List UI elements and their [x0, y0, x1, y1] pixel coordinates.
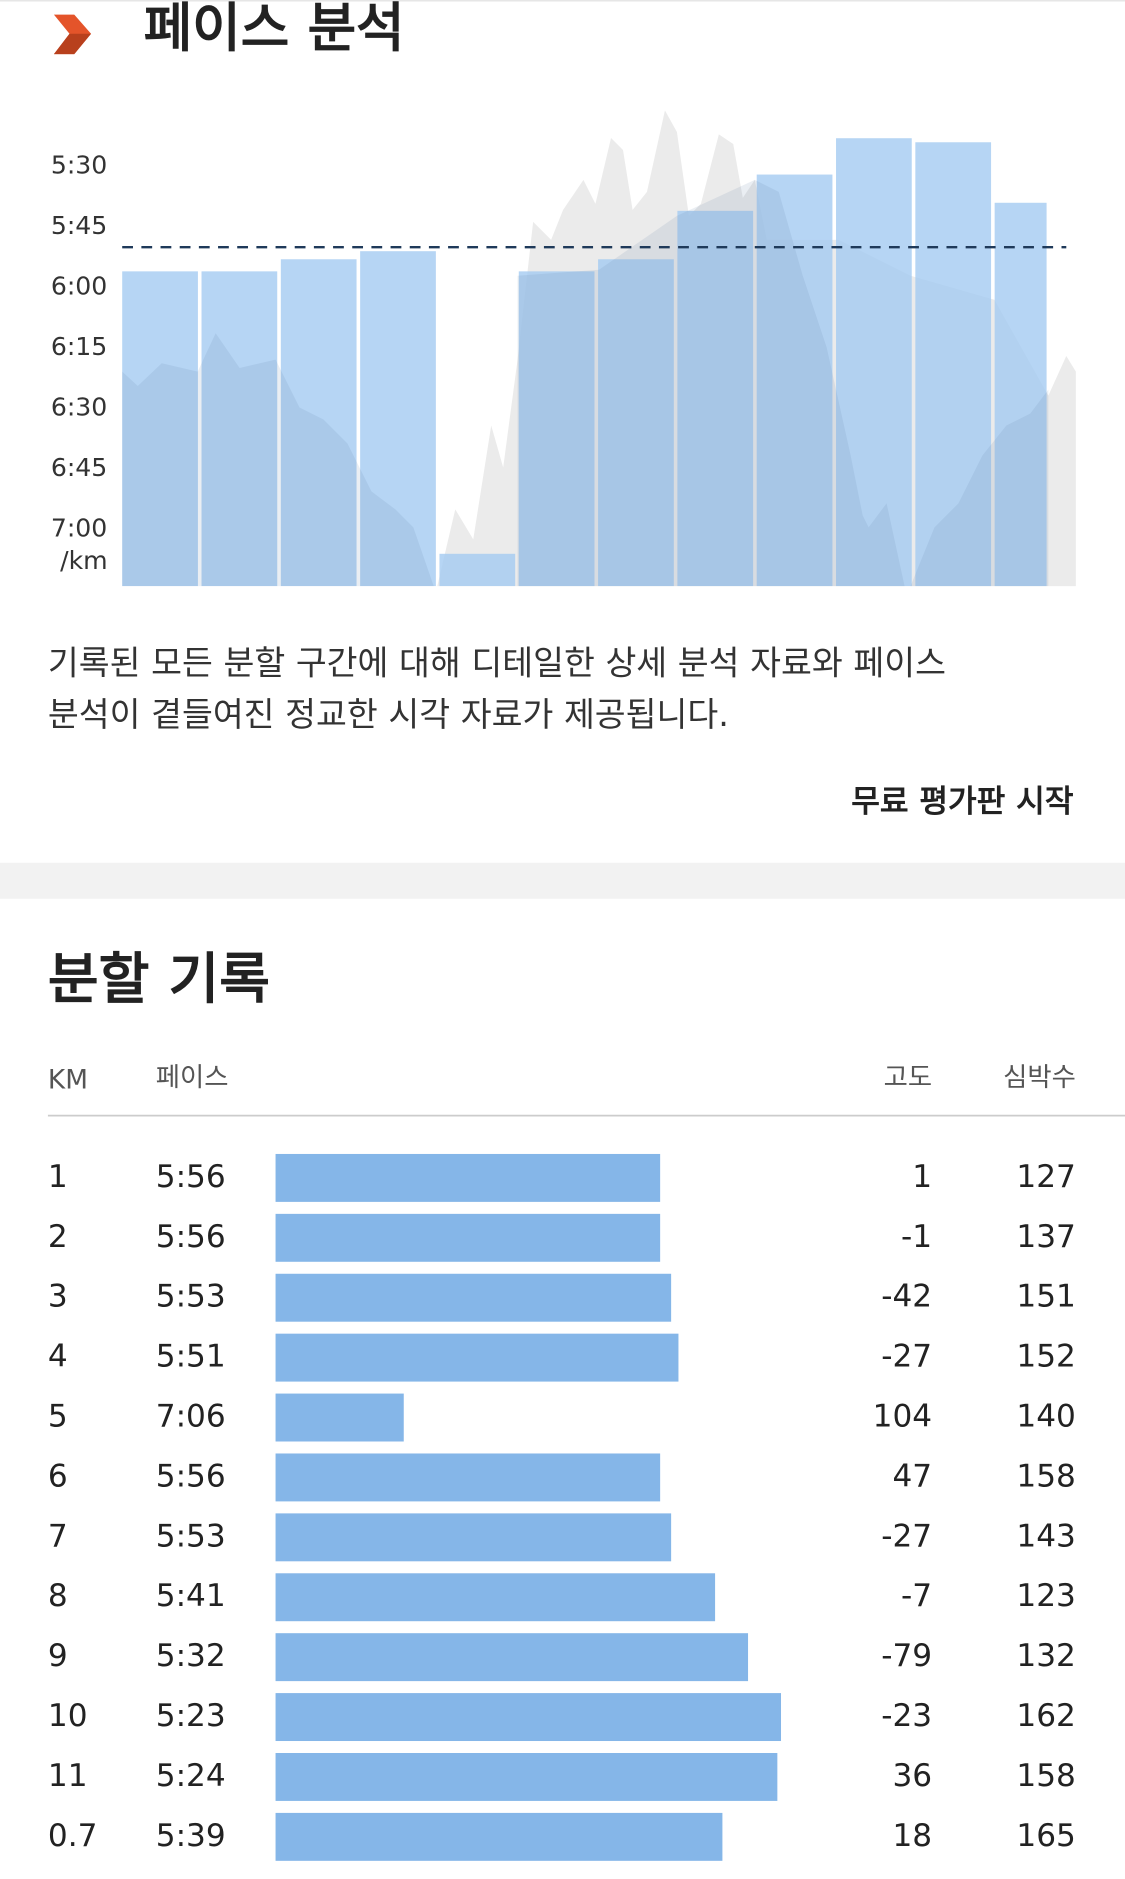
heart-rate-cell: 165: [1016, 1818, 1075, 1854]
elevation-cell: -1: [901, 1219, 932, 1255]
km-cell: 8: [48, 1578, 68, 1614]
pace-bar: [275, 1273, 672, 1322]
pace-bar: [275, 1393, 404, 1442]
pace-bar: [275, 1333, 679, 1382]
pace-bar: [275, 1153, 661, 1202]
heart-rate-cell: 152: [1016, 1339, 1075, 1375]
heart-rate-cell: 162: [1016, 1698, 1075, 1734]
heart-rate-cell: 137: [1016, 1219, 1075, 1255]
pace-bar: [677, 210, 754, 587]
pace-bar: [994, 202, 1047, 587]
km-cell: 6: [48, 1458, 68, 1494]
pace-bar: [598, 259, 674, 587]
heart-rate-cell: 158: [1016, 1758, 1075, 1794]
elevation-cell: -79: [881, 1638, 932, 1674]
elevation-cell: 18: [892, 1818, 932, 1854]
pace-cell: 5:51: [156, 1339, 226, 1375]
pace-cell: 5:23: [156, 1698, 226, 1734]
km-cell: 9: [48, 1638, 68, 1674]
pace-cell: 5:53: [156, 1518, 226, 1554]
elevation-cell: 104: [873, 1399, 932, 1435]
section-divider: [0, 862, 1125, 899]
km-cell: 11: [48, 1758, 88, 1794]
column-header: 심박수: [1003, 1063, 1076, 1093]
pace-bar: [439, 553, 516, 587]
pace-bar: [518, 271, 595, 587]
pace-cell: 5:41: [156, 1578, 226, 1614]
km-cell: 4: [48, 1339, 68, 1375]
heart-rate-cell: 132: [1016, 1638, 1075, 1674]
km-cell: 2: [48, 1219, 68, 1255]
trial-button[interactable]: 무료 평가판 시작: [851, 784, 1074, 820]
heart-rate-cell: 143: [1016, 1518, 1075, 1554]
column-header: KM: [48, 1065, 88, 1095]
elevation-cell: -27: [881, 1518, 932, 1554]
pace-cell: 5:24: [156, 1758, 226, 1794]
pace-bar: [275, 1752, 778, 1801]
km-cell: 7: [48, 1518, 68, 1554]
pace-bar: [275, 1633, 749, 1682]
column-header: 페이스: [156, 1063, 229, 1093]
pace-bar: [836, 138, 912, 587]
elevation-cell: -27: [881, 1339, 932, 1375]
heart-rate-cell: 123: [1016, 1578, 1075, 1614]
pace-bar: [915, 142, 992, 587]
km-cell: 1: [48, 1159, 68, 1195]
elevation-cell: 36: [892, 1758, 932, 1794]
y-tick-label: 6:15: [51, 332, 107, 361]
description-line: 분석이 곁들여진 정교한 시각 자료가 제공됩니다.: [48, 695, 729, 734]
section-title: 분할 기록: [48, 947, 270, 1011]
heart-rate-cell: 127: [1016, 1159, 1075, 1195]
y-tick-label: 5:30: [51, 150, 107, 179]
y-axis-label: /km: [60, 546, 108, 575]
km-cell: 10: [48, 1698, 88, 1734]
pace-bar: [201, 271, 278, 587]
pace-bar: [360, 251, 436, 587]
y-tick-label: 6:45: [51, 453, 107, 482]
pace-cell: 5:56: [156, 1159, 226, 1195]
pace-bar: [275, 1513, 672, 1562]
pace-cell: 7:06: [156, 1399, 226, 1435]
y-tick-label: 5:45: [51, 211, 107, 240]
logo-shade: [53, 33, 92, 55]
pace-cell: 5:56: [156, 1458, 226, 1494]
elevation-cell: 47: [892, 1458, 932, 1494]
y-tick-label: 7:00: [51, 514, 107, 543]
elevation-cell: 1: [912, 1159, 932, 1195]
pace-bar: [275, 1213, 661, 1262]
pace-bar: [280, 259, 357, 587]
pace-bar: [756, 174, 833, 587]
heart-rate-cell: 140: [1016, 1399, 1075, 1435]
pace-cell: 5:39: [156, 1818, 226, 1854]
y-tick-label: 6:00: [51, 272, 107, 301]
pace-bar: [122, 271, 198, 587]
km-cell: 0.7: [48, 1818, 98, 1854]
pace-cell: 5:53: [156, 1279, 226, 1315]
page-title: 페이스 분석: [144, 0, 405, 59]
heart-rate-area: [122, 179, 1049, 587]
column-header: 고도: [884, 1063, 932, 1093]
km-cell: 3: [48, 1279, 68, 1315]
elevation-cell: -23: [881, 1698, 932, 1734]
pace-cell: 5:56: [156, 1219, 226, 1255]
km-cell: 5: [48, 1399, 68, 1435]
pace-bar: [275, 1812, 723, 1861]
elevation-cell: -42: [881, 1279, 932, 1315]
pace-cell: 5:32: [156, 1638, 226, 1674]
pace-bar: [275, 1453, 661, 1502]
description-line: 기록된 모든 분할 구간에 대해 디테일한 상세 분석 자료와 페이스: [48, 644, 946, 683]
y-tick-label: 6:30: [51, 393, 107, 422]
pace-bar: [275, 1693, 782, 1742]
heart-rate-cell: 158: [1016, 1458, 1075, 1494]
heart-rate-cell: 151: [1016, 1279, 1075, 1315]
elevation-cell: -7: [901, 1578, 932, 1614]
pace-bar: [275, 1573, 716, 1622]
